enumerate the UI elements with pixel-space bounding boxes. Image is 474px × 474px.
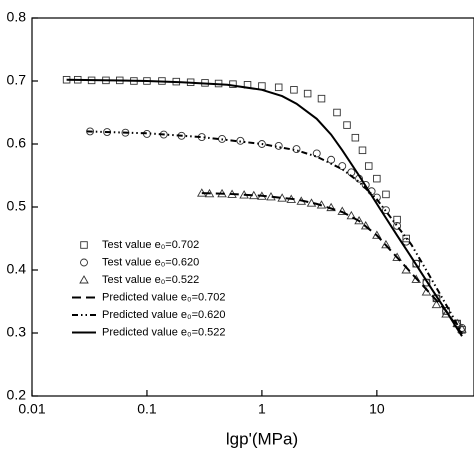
square-marker xyxy=(258,82,266,90)
x-tick-label: 0.01 xyxy=(18,401,45,417)
x-axis-label: lgp'(MPa) xyxy=(226,429,298,448)
legend-label: Predicted value e₀=0.522 xyxy=(102,326,226,338)
square-marker xyxy=(290,86,298,94)
y-tick-label: 0.6 xyxy=(7,135,27,151)
circle-marker xyxy=(218,135,226,143)
circle-marker xyxy=(121,128,130,137)
square-marker xyxy=(373,174,381,183)
square-marker xyxy=(333,108,341,117)
triangle-marker xyxy=(392,252,402,261)
triangle-marker xyxy=(411,274,421,283)
legend-label: Test value e₀=0.702 xyxy=(102,239,199,251)
circle-marker xyxy=(393,221,402,230)
circle-marker xyxy=(338,162,347,171)
plot-frame xyxy=(31,17,474,397)
circle-marker xyxy=(382,206,390,215)
y-tick-label: 0.8 xyxy=(7,9,27,25)
square-marker xyxy=(274,83,283,92)
legend-label: Predicted value e₀=0.620 xyxy=(102,309,226,321)
y-tick-label: 0.2 xyxy=(7,387,27,403)
predicted-line xyxy=(66,78,463,337)
circle-marker xyxy=(86,127,95,136)
legend-label: Predicted value e₀=0.702 xyxy=(102,291,226,303)
square-marker xyxy=(343,121,351,129)
legend-label: Test value e₀=0.522 xyxy=(102,274,199,286)
triangle-marker xyxy=(79,275,89,284)
predicted-line xyxy=(201,192,463,335)
x-tick-label: 1 xyxy=(258,401,266,417)
legend-label: Test value e₀=0.620 xyxy=(102,256,199,268)
circle-marker xyxy=(80,258,88,267)
square-marker xyxy=(402,234,410,243)
y-tick-label: 0.7 xyxy=(7,72,27,88)
square-marker xyxy=(358,146,367,155)
circle-marker xyxy=(236,136,245,145)
x-tick-label: 10 xyxy=(369,401,385,417)
circle-marker xyxy=(442,307,451,315)
y-tick-label: 0.3 xyxy=(7,324,27,340)
y-tick-label: 0.5 xyxy=(7,198,27,214)
x-tick-label: 0.1 xyxy=(137,401,157,417)
circle-marker xyxy=(412,259,421,268)
square-marker xyxy=(80,241,88,249)
triangle-marker xyxy=(360,220,371,230)
predicted-line xyxy=(86,130,463,334)
square-marker xyxy=(393,215,401,224)
circle-marker xyxy=(327,155,336,164)
square-marker xyxy=(351,133,360,142)
circle-marker xyxy=(312,149,321,158)
triangle-marker xyxy=(346,210,357,220)
square-marker xyxy=(317,94,326,103)
square-marker xyxy=(364,162,373,170)
square-marker xyxy=(303,89,312,98)
y-tick-label: 0.4 xyxy=(7,261,27,277)
square-marker xyxy=(382,190,390,199)
triangle-marker xyxy=(431,299,442,309)
legend: Test value e₀=0.702 Test value e₀=0.620 Te… xyxy=(72,239,226,338)
triangle-marker xyxy=(381,239,391,249)
